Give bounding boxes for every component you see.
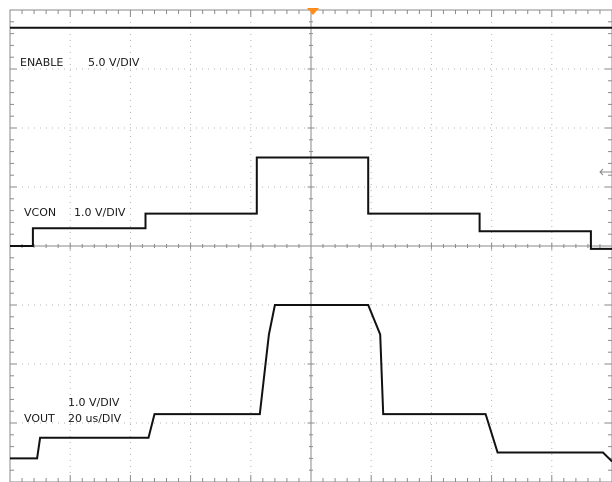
vout-channel-label: VOUT	[24, 412, 55, 425]
trigger-marker-icon	[307, 8, 319, 15]
trace-vout	[10, 304, 612, 463]
enable-scale-label: 5.0 V/DIV	[88, 56, 140, 69]
vcon-channel-label: VCON	[24, 206, 56, 219]
vout-scale-label: 1.0 V/DIV	[68, 396, 120, 409]
ref-arrow-icon	[599, 168, 612, 176]
timebase-label: 20 us/DIV	[68, 412, 122, 425]
vcon-scale-label: 1.0 V/DIV	[74, 206, 126, 219]
trace-vcon	[10, 156, 612, 250]
traces	[10, 26, 612, 463]
enable-channel-label: ENABLE	[20, 56, 63, 69]
